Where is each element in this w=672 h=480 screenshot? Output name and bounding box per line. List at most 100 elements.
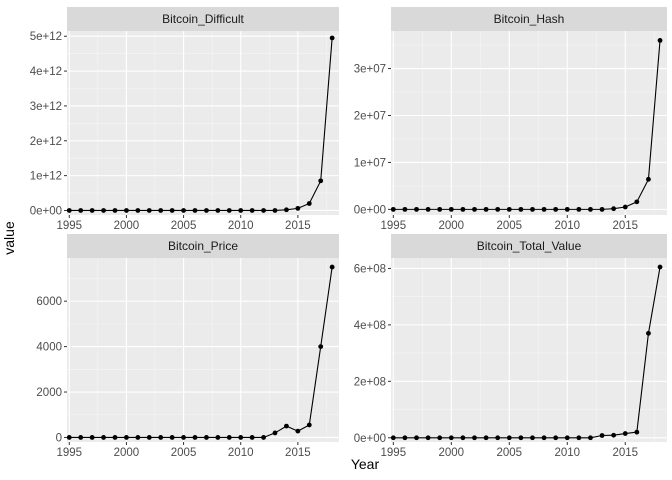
data-point bbox=[634, 199, 640, 205]
data-point bbox=[541, 206, 547, 212]
panel-background bbox=[67, 31, 339, 215]
data-point bbox=[146, 208, 152, 213]
data-point bbox=[425, 435, 431, 441]
data-point bbox=[414, 206, 419, 212]
data-point bbox=[318, 344, 324, 349]
data-point bbox=[272, 208, 278, 213]
data-point bbox=[390, 206, 396, 212]
data-point bbox=[101, 435, 106, 440]
data-point bbox=[204, 435, 209, 440]
y-tick-label: 4000 bbox=[36, 342, 62, 354]
data-point bbox=[112, 435, 118, 440]
y-tick-label: 3e+12 bbox=[30, 101, 62, 113]
facet-strip bbox=[391, 234, 667, 258]
data-point bbox=[261, 435, 266, 440]
data-point bbox=[78, 435, 84, 440]
data-point bbox=[89, 435, 95, 440]
x-tick-label: 2000 bbox=[114, 220, 140, 232]
data-point bbox=[66, 435, 72, 440]
data-point bbox=[295, 428, 301, 434]
data-point bbox=[89, 208, 95, 213]
data-point bbox=[306, 422, 312, 428]
data-point bbox=[284, 423, 289, 429]
x-tick-label: 2000 bbox=[439, 220, 465, 232]
data-point bbox=[506, 435, 512, 441]
x-tick-label: 2010 bbox=[554, 447, 580, 459]
data-point bbox=[249, 435, 255, 440]
data-point bbox=[541, 435, 547, 441]
y-tick-label: 3e+07 bbox=[354, 64, 386, 76]
facet-panel-2: Bitcoin_Price 0 2000 4000 6000 1995 2000 2005 20… bbox=[36, 234, 339, 459]
panel-background bbox=[391, 258, 667, 442]
data-point bbox=[506, 206, 512, 212]
y-tick-label: 2000 bbox=[36, 387, 62, 399]
y-tick-label: 2e+12 bbox=[30, 136, 62, 148]
data-point bbox=[124, 435, 129, 440]
facet-panel-0: Bitcoin_Difficult 0e+00 1e+12 2e+12 3e+12 4e+… bbox=[30, 7, 339, 232]
y-tick-label: 0 bbox=[56, 432, 62, 444]
data-point bbox=[437, 206, 443, 212]
facet-panel-3: Bitcoin_Total_Value 0e+00 2e+08 4e+08 6e+08 1… bbox=[354, 234, 667, 459]
data-point bbox=[657, 37, 663, 43]
data-point bbox=[284, 207, 289, 213]
data-point bbox=[646, 176, 651, 182]
facet-strip bbox=[67, 7, 339, 31]
data-point bbox=[530, 435, 535, 441]
x-tick-label: 2010 bbox=[228, 220, 254, 232]
data-point bbox=[483, 206, 489, 212]
data-point bbox=[657, 264, 663, 270]
x-tick-label: 2010 bbox=[228, 447, 254, 459]
data-point bbox=[192, 435, 198, 440]
data-point bbox=[124, 208, 129, 213]
data-point bbox=[564, 206, 570, 212]
x-tick-label: 2005 bbox=[171, 220, 197, 232]
data-point bbox=[66, 208, 72, 213]
data-point bbox=[158, 208, 164, 213]
x-tick-label: 2005 bbox=[496, 220, 522, 232]
data-point bbox=[238, 208, 244, 213]
y-tick-label: 2e+07 bbox=[354, 110, 386, 122]
y-tick-label: 0e+00 bbox=[354, 204, 386, 216]
data-point bbox=[135, 208, 141, 213]
data-point bbox=[472, 435, 477, 441]
data-point bbox=[402, 206, 408, 212]
y-tick-label: 0e+00 bbox=[354, 433, 386, 445]
y-tick-label: 0e+00 bbox=[30, 205, 62, 217]
facet-strip bbox=[67, 234, 339, 258]
x-tick-label: 1995 bbox=[381, 220, 407, 232]
data-point bbox=[425, 206, 431, 212]
y-axis-title: value bbox=[1, 221, 17, 255]
data-point bbox=[448, 206, 454, 212]
data-point bbox=[564, 435, 570, 441]
x-tick-label: 1995 bbox=[56, 447, 82, 459]
data-point bbox=[553, 435, 559, 441]
data-point bbox=[272, 430, 278, 436]
data-point bbox=[226, 435, 232, 440]
data-point bbox=[576, 435, 582, 441]
data-point bbox=[192, 208, 198, 213]
facet-title: Bitcoin_Price bbox=[168, 239, 238, 253]
y-tick-label: 4e+12 bbox=[30, 66, 62, 78]
data-point bbox=[112, 208, 118, 213]
data-point bbox=[472, 206, 477, 212]
data-point bbox=[146, 435, 152, 440]
panel-background bbox=[391, 31, 667, 215]
x-tick-label: 2005 bbox=[496, 447, 522, 459]
facet-panels: Bitcoin_Difficult 0e+00 1e+12 2e+12 3e+12 4e+… bbox=[30, 7, 667, 459]
data-point bbox=[588, 206, 593, 212]
data-point bbox=[215, 435, 221, 440]
facet-title: Bitcoin_Hash bbox=[494, 12, 565, 26]
data-point bbox=[622, 204, 628, 210]
y-tick-label: 6e+08 bbox=[354, 263, 386, 275]
x-tick-label: 1995 bbox=[56, 220, 82, 232]
data-point bbox=[611, 432, 617, 438]
data-point bbox=[599, 206, 605, 212]
data-point bbox=[181, 208, 186, 213]
x-axis-title: Year bbox=[351, 456, 380, 472]
data-point bbox=[169, 435, 175, 440]
data-point bbox=[181, 435, 186, 440]
data-point bbox=[390, 435, 396, 441]
x-tick-label: 2015 bbox=[612, 220, 638, 232]
panel-background bbox=[67, 258, 339, 442]
